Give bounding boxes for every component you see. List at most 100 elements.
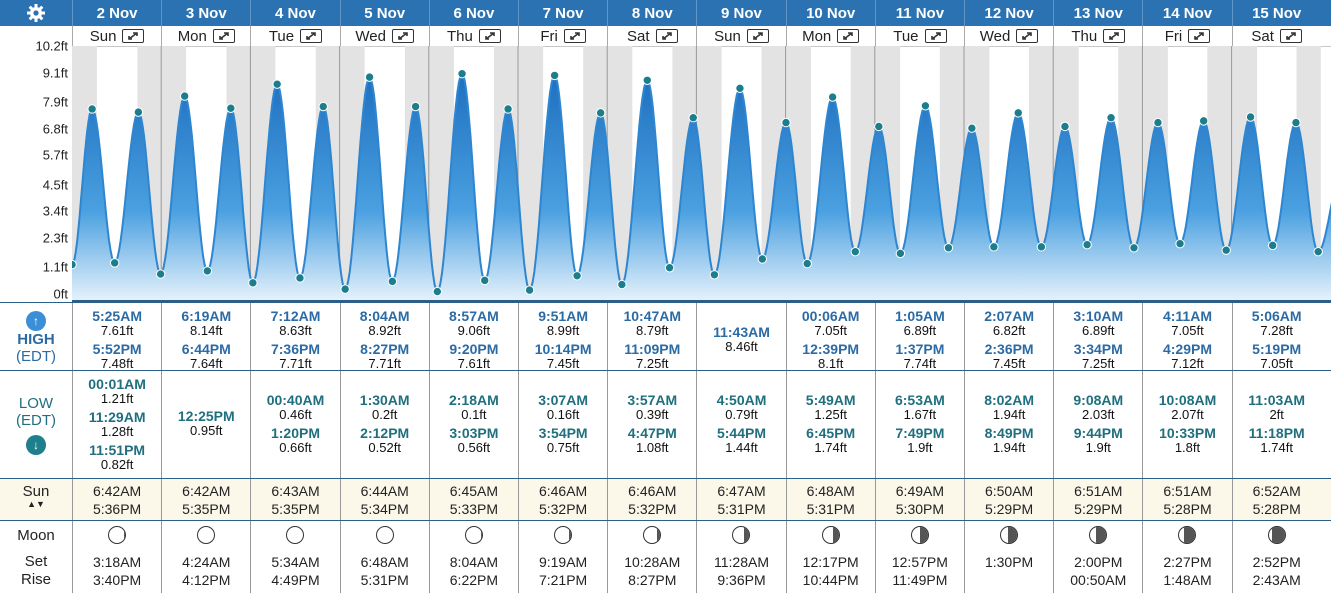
date-cell[interactable]: 14 Nov <box>1142 0 1231 26</box>
low-tide-point[interactable] <box>295 273 305 283</box>
expand-day-button[interactable] <box>478 29 501 43</box>
high-tide-point[interactable] <box>642 75 652 85</box>
low-tide-point[interactable] <box>1082 239 1092 250</box>
low-tide-point[interactable] <box>432 286 443 297</box>
low-tide-point[interactable] <box>895 248 906 259</box>
high-tide-time: 4:11AM <box>1162 308 1212 324</box>
expand-day-button[interactable] <box>563 29 586 43</box>
high-tide-point[interactable] <box>457 69 467 79</box>
high-tide-point[interactable] <box>410 101 421 112</box>
low-tide-point[interactable] <box>72 259 77 270</box>
high-tide-point[interactable] <box>1245 112 1256 122</box>
low-tide-point[interactable] <box>989 242 999 252</box>
high-tide-point[interactable] <box>226 103 236 113</box>
low-tide-point[interactable] <box>850 246 860 257</box>
low-tide-point[interactable] <box>1175 238 1185 249</box>
low-tide-point[interactable] <box>709 270 720 280</box>
date-cell[interactable]: 11 Nov <box>874 0 964 26</box>
weekday-bar: Sun Mon Tue Wed Thu Fri Sat Sun Mon Tue Wed Thu Fri S… <box>72 26 1331 47</box>
high-tide-point[interactable] <box>967 123 977 133</box>
high-tide-time: 7:12AM <box>270 308 321 324</box>
moon-cell: 11:28AM 9:36PM <box>696 521 785 593</box>
low-tide-time: 4:47PM <box>627 425 677 441</box>
expand-day-button[interactable] <box>212 29 235 43</box>
high-tide-point[interactable] <box>595 108 606 118</box>
high-tide-point[interactable] <box>364 72 375 82</box>
moon-set-label: Set <box>24 553 48 570</box>
low-tide-point[interactable] <box>248 278 258 288</box>
sun-cell: 6:50AM 5:29PM <box>964 479 1053 521</box>
low-tide-point[interactable] <box>109 258 120 268</box>
date-cell[interactable]: 8 Nov <box>607 0 696 26</box>
date-cell[interactable]: 13 Nov <box>1053 0 1142 26</box>
expand-day-button[interactable] <box>122 29 145 43</box>
date-cell[interactable]: 2 Nov <box>72 0 161 26</box>
weekday-cell: Tue <box>874 26 964 46</box>
expand-day-button[interactable] <box>1016 29 1039 43</box>
sunset-time: 5:31PM <box>806 501 855 517</box>
expand-day-button[interactable] <box>924 29 947 43</box>
low-tide-point[interactable] <box>1129 243 1139 253</box>
low-tide-point[interactable] <box>1313 246 1323 257</box>
high-tide-point[interactable] <box>503 104 513 114</box>
date-cell[interactable]: 15 Nov <box>1231 0 1321 26</box>
expand-day-button[interactable] <box>746 29 769 43</box>
low-tide-point[interactable] <box>1036 242 1047 252</box>
moon-cell: 1:30PM <box>964 521 1053 593</box>
high-tide-point[interactable] <box>874 121 884 132</box>
high-tide-point[interactable] <box>1153 117 1163 128</box>
date-cell[interactable]: 4 Nov <box>250 0 339 26</box>
date-cell[interactable]: 6 Nov <box>428 0 518 26</box>
low-tide-point[interactable] <box>617 279 627 290</box>
low-tide-point[interactable] <box>387 276 398 287</box>
expand-day-button[interactable] <box>1188 29 1211 43</box>
low-tide-point[interactable] <box>524 285 535 295</box>
low-tide-point[interactable] <box>1221 245 1231 255</box>
expand-day-button[interactable] <box>1103 29 1126 43</box>
expand-icon <box>398 32 408 40</box>
high-tide-point[interactable] <box>735 83 745 94</box>
expand-day-button[interactable] <box>837 29 860 43</box>
high-tide-point[interactable] <box>1291 117 1301 128</box>
low-tide-point[interactable] <box>757 254 768 264</box>
low-tide-row: LOW (EDT) ↓ 00:01AM 1.21ft 11:29AM 1.28ft 11:51… <box>0 370 1331 479</box>
expand-day-button[interactable] <box>300 29 323 43</box>
high-tide-point[interactable] <box>87 104 97 114</box>
date-cell[interactable]: 10 Nov <box>785 0 875 26</box>
low-tide-point[interactable] <box>572 271 582 281</box>
high-tide-height: 7.64ft <box>190 356 223 371</box>
low-tide-height: 0.82ft <box>100 457 134 472</box>
low-tide-point[interactable] <box>943 243 954 253</box>
date-cell[interactable]: 12 Nov <box>964 0 1053 26</box>
high-tide-point[interactable] <box>318 101 328 112</box>
high-tide-point[interactable] <box>133 107 144 117</box>
high-tide-point[interactable] <box>179 91 190 101</box>
high-tide-point[interactable] <box>1060 121 1070 132</box>
high-tide-height: 7.74ft <box>903 356 937 371</box>
low-tide-point[interactable] <box>480 275 490 286</box>
high-tide-point[interactable] <box>781 117 791 128</box>
high-tide-point[interactable] <box>272 79 282 89</box>
high-tide-point[interactable] <box>1013 108 1023 118</box>
date-cell[interactable]: 5 Nov <box>339 0 429 26</box>
high-tide-point[interactable] <box>549 70 560 81</box>
date-cell[interactable]: 3 Nov <box>161 0 250 26</box>
low-tide-point[interactable] <box>155 269 166 279</box>
date-cell[interactable]: 7 Nov <box>518 0 607 26</box>
expand-day-button[interactable] <box>1279 29 1302 43</box>
settings-button[interactable] <box>0 0 72 26</box>
high-tide-point[interactable] <box>688 113 698 123</box>
low-tide-point[interactable] <box>664 263 675 273</box>
low-tide-point[interactable] <box>340 284 350 294</box>
low-tide-point[interactable] <box>802 258 812 269</box>
high-tide-point[interactable] <box>827 92 838 102</box>
expand-day-button[interactable] <box>391 29 414 43</box>
high-tide-point[interactable] <box>1198 116 1209 126</box>
date-cell[interactable]: 9 Nov <box>696 0 785 26</box>
high-tide-point[interactable] <box>1106 113 1116 123</box>
high-tide-time: 5:25AM <box>92 308 142 324</box>
expand-day-button[interactable] <box>655 29 678 43</box>
high-tide-point[interactable] <box>920 101 931 111</box>
low-tide-point[interactable] <box>1267 240 1278 251</box>
low-tide-point[interactable] <box>202 266 213 276</box>
